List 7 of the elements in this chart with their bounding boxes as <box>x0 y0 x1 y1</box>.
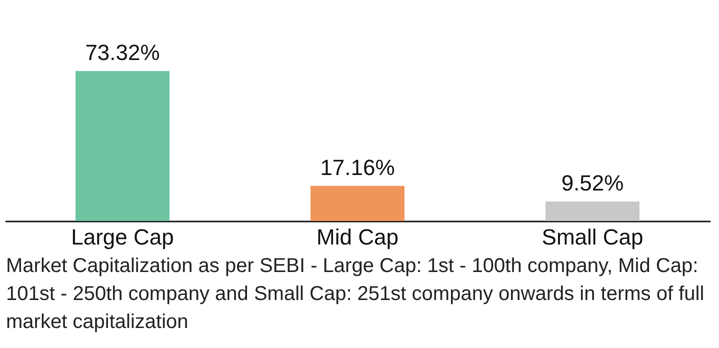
x-tick-label: Large Cap <box>71 224 174 250</box>
data-label: 73.32% <box>85 40 160 65</box>
data-label: 9.52% <box>561 170 624 196</box>
x-tick-label: Small Cap <box>542 224 644 250</box>
text: Market Capitalization as per SEBI - Large Cap: 1st - 100th company, Mid Cap: 101st - 250th company and Small Cap: 251st company onwards in terms of full market capitalization <box>6 254 706 335</box>
x-tick-label: Mid Cap <box>316 224 398 250</box>
data-label: 17.16% <box>320 154 395 180</box>
